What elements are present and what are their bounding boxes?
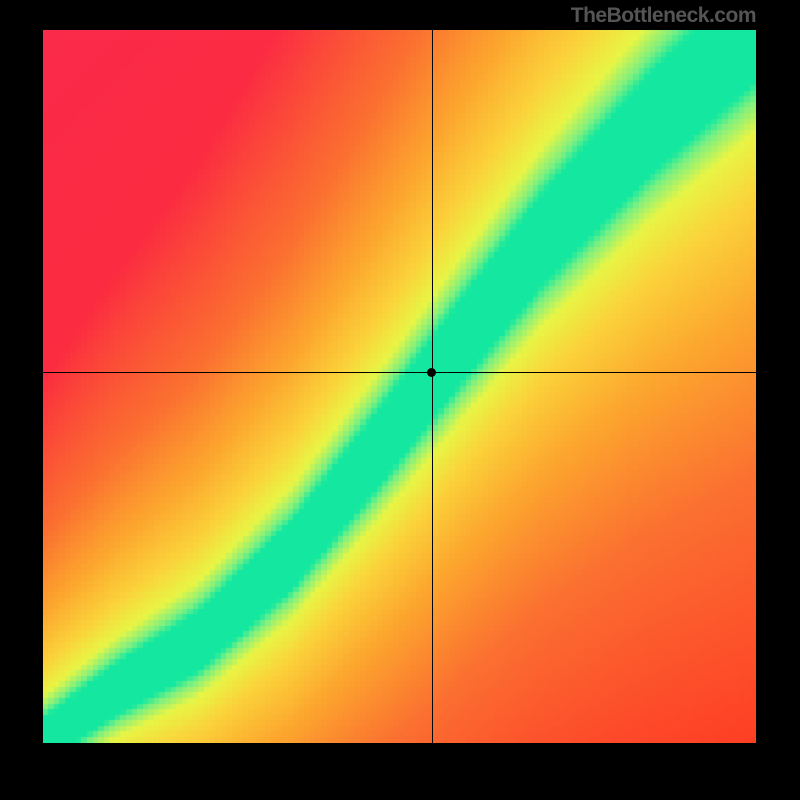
watermark-text: TheBottleneck.com (571, 4, 756, 28)
crosshair-horizontal (43, 372, 756, 373)
crosshair-marker (427, 368, 436, 377)
heatmap-canvas (43, 30, 756, 743)
crosshair-vertical (432, 30, 433, 743)
